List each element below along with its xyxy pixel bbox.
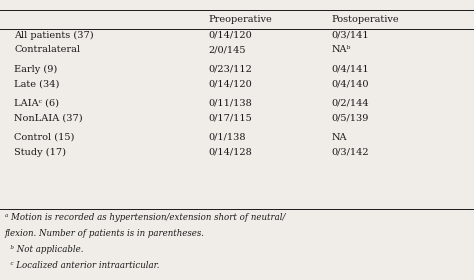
Text: 0/1/138: 0/1/138: [209, 133, 246, 142]
Text: 0/4/140: 0/4/140: [332, 79, 369, 88]
Text: 0/5/139: 0/5/139: [332, 113, 369, 122]
Text: 0/17/115: 0/17/115: [209, 113, 252, 122]
Text: 0/2/144: 0/2/144: [332, 99, 369, 108]
Text: 0/14/120: 0/14/120: [209, 31, 252, 39]
Text: ᵃ Motion is recorded as hypertension/extension short of neutral/: ᵃ Motion is recorded as hypertension/ext…: [5, 213, 285, 221]
Text: ᵇ Not applicable.: ᵇ Not applicable.: [5, 245, 83, 254]
Text: NonLAIA (37): NonLAIA (37): [14, 113, 83, 122]
Text: ᶜ Localized anterior intraarticular.: ᶜ Localized anterior intraarticular.: [5, 261, 159, 270]
Text: Control (15): Control (15): [14, 133, 74, 142]
Text: NA: NA: [332, 133, 347, 142]
Text: 0/14/120: 0/14/120: [209, 79, 252, 88]
Text: LAIAᶜ (6): LAIAᶜ (6): [14, 99, 59, 108]
Text: Preoperative: Preoperative: [209, 15, 272, 24]
Text: Study (17): Study (17): [14, 148, 66, 157]
Text: Early (9): Early (9): [14, 65, 57, 74]
Text: 0/3/142: 0/3/142: [332, 148, 369, 157]
Text: NAᵇ: NAᵇ: [332, 45, 351, 54]
Text: 0/11/138: 0/11/138: [209, 99, 252, 108]
Text: 0/3/141: 0/3/141: [332, 31, 369, 39]
Text: 0/23/112: 0/23/112: [209, 65, 253, 74]
Text: 0/14/128: 0/14/128: [209, 148, 252, 157]
Text: Postoperative: Postoperative: [332, 15, 400, 24]
Text: 0/4/141: 0/4/141: [332, 65, 369, 74]
Text: Contralateral: Contralateral: [14, 45, 80, 54]
Text: flexion. Number of patients is in parentheses.: flexion. Number of patients is in parent…: [5, 229, 205, 238]
Text: Late (34): Late (34): [14, 79, 60, 88]
Text: All patients (37): All patients (37): [14, 31, 94, 39]
Text: 2/0/145: 2/0/145: [209, 45, 246, 54]
